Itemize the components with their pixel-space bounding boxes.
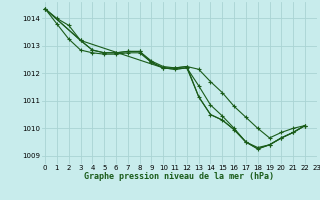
X-axis label: Graphe pression niveau de la mer (hPa): Graphe pression niveau de la mer (hPa) [84,172,274,181]
